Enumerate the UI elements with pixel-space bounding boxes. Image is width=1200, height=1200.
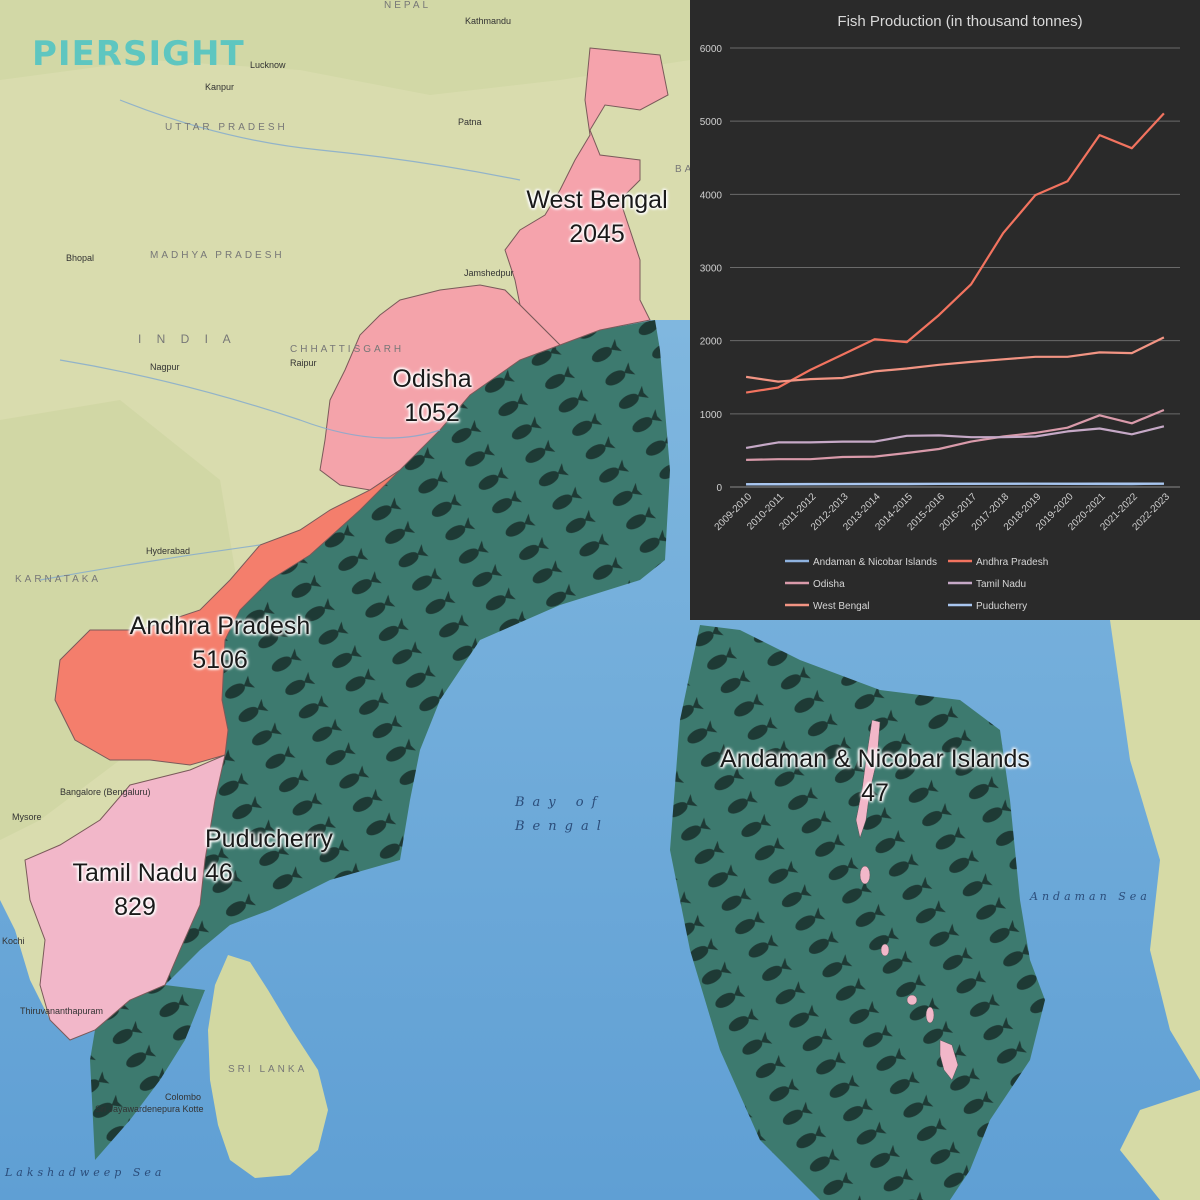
label-west-bengal: West Bengal 2045: [512, 183, 682, 251]
label-nepal: NEPAL: [384, 0, 431, 11]
state-name: Tamil Nadu: [72, 859, 198, 887]
state-name: Andaman & Nicobar Islands: [720, 745, 1030, 773]
y-tick-label: 0: [716, 483, 722, 494]
label-colombo: Colombo: [165, 1092, 201, 1102]
label-thiruvananthapuram: Thiruvananthapuram: [20, 1006, 103, 1016]
label-andaman-nicobar: Andaman & Nicobar Islands 47: [700, 742, 1050, 810]
andaman-islands: [855, 719, 959, 1081]
state-value: 829: [114, 893, 156, 921]
state-value: 5106: [192, 646, 248, 674]
y-tick-label: 2000: [700, 337, 723, 348]
label-bay-of-bengal-1: Bay of: [514, 795, 604, 810]
state-name: Andhra Pradesh: [129, 612, 311, 640]
series-line: [745, 336, 1165, 383]
label-raipur: Raipur: [290, 358, 317, 368]
label-lakshadweep-sea: Lakshadweep Sea: [4, 1166, 165, 1179]
label-bangalore: Bangalore (Bengaluru): [60, 787, 151, 797]
series-line: [745, 112, 1165, 394]
label-andaman-sea: Andaman Sea: [1029, 890, 1151, 903]
label-kanpur: Kanpur: [205, 82, 234, 92]
land-east: [1110, 620, 1200, 1080]
label-nagpur: Nagpur: [150, 362, 180, 372]
state-name: Odisha: [392, 365, 472, 393]
chart-panel: Fish Production (in thousand tonnes) 0 100…: [690, 0, 1200, 620]
y-tick-label: 3000: [700, 264, 723, 275]
label-kochi: Kochi: [2, 936, 25, 946]
legend-label: Puducherry: [976, 601, 1027, 612]
label-tamil-nadu: Tamil Nadu 829: [60, 856, 210, 924]
rivers: [39, 99, 521, 581]
y-tick-label: 5000: [700, 117, 723, 128]
eez-east-coast: [90, 320, 670, 1160]
y-tick-label: 4000: [700, 190, 723, 201]
label-odisha: Odisha 1052: [362, 362, 502, 430]
legend-label: West Bengal: [813, 601, 870, 612]
chart-title: Fish Production (in thousand tonnes): [837, 13, 1082, 30]
label-puducherry: Puducherry 46: [205, 822, 355, 890]
state-tamil-nadu: [24, 754, 226, 1041]
y-tick-label: 6000: [700, 44, 723, 55]
label-patna: Patna: [458, 117, 482, 127]
state-name: Puducherry: [205, 825, 333, 853]
state-value: 1052: [404, 399, 460, 427]
label-hyderabad: Hyderabad: [146, 546, 190, 556]
label-karnataka: KARNATAKA: [15, 574, 101, 585]
land-sumatra: [1120, 1090, 1200, 1200]
piersight-logo: PIERSIGHT: [32, 34, 245, 74]
state-name: West Bengal: [526, 186, 668, 214]
legend-label: Odisha: [813, 579, 845, 590]
label-kotte: Sri Jayawardenepura Kotte: [95, 1104, 204, 1114]
legend-label: Andhra Pradesh: [976, 557, 1048, 568]
label-india: I N D I A: [138, 332, 237, 346]
series-line: [746, 408, 1165, 461]
y-tick-label: 1000: [700, 410, 723, 421]
fish-production-chart: Fish Production (in thousand tonnes) 0 100…: [700, 13, 1180, 612]
series-line: [745, 425, 1165, 449]
series-line: [746, 482, 1164, 486]
state-andhra-pradesh: [54, 469, 401, 766]
label-andhra-pradesh: Andhra Pradesh 5106: [110, 609, 330, 677]
label-bay-of-bengal-2: Bengal: [514, 819, 609, 834]
label-mysore: Mysore: [12, 812, 42, 822]
state-odisha: [319, 284, 561, 491]
state-west-bengal: [504, 47, 669, 346]
legend-label: Tamil Nadu: [976, 579, 1026, 590]
state-value: 2045: [569, 220, 625, 248]
label-bhopal: Bhopal: [66, 253, 94, 263]
label-madhya-pradesh: MADHYA PRADESH: [150, 250, 285, 261]
label-chhattisgarh: CHHATTISGARH: [290, 344, 404, 355]
land-shading: [0, 0, 690, 95]
label-sri-lanka: SRI LANKA: [228, 1064, 307, 1075]
state-value: 46: [205, 859, 233, 887]
state-value: 47: [861, 779, 889, 807]
legend-label: Andaman & Nicobar Islands: [813, 557, 937, 568]
label-lucknow: Lucknow: [250, 60, 286, 70]
land-sri-lanka: [208, 955, 328, 1178]
label-kathmandu: Kathmandu: [465, 16, 511, 26]
label-uttar-pradesh: UTTAR PRADESH: [165, 122, 288, 133]
label-jamshedpur: Jamshedpur: [464, 268, 514, 278]
